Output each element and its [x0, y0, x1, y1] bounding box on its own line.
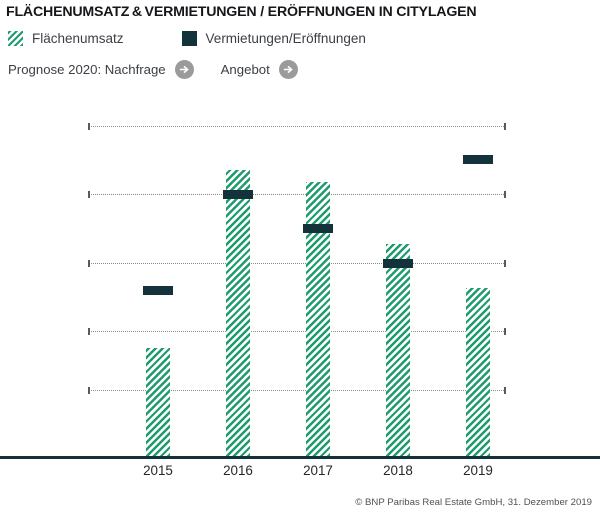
marker-2018 — [383, 259, 413, 268]
hatched-swatch-icon — [8, 31, 23, 46]
gridline-1000 — [88, 390, 506, 391]
forecast-row: Prognose 2020: Nachfrage Angebot — [8, 60, 298, 79]
solid-swatch-icon — [181, 31, 197, 46]
x-axis-label-2018: 2018 — [383, 463, 413, 478]
tick-right-2 — [504, 387, 506, 394]
tick-left-2000 — [88, 328, 90, 335]
tick-right-10 — [504, 123, 506, 130]
x-axis-baseline — [0, 456, 600, 459]
gridline-4000 — [88, 194, 506, 195]
bar-2018 — [386, 244, 410, 456]
tick-left-5000 — [88, 123, 90, 130]
tick-left-1000 — [88, 387, 90, 394]
marker-2015 — [143, 286, 173, 295]
tick-right-6 — [504, 260, 506, 267]
legend-label-flaechenumsatz: Flächenumsatz — [32, 31, 124, 46]
bar-2015 — [146, 348, 170, 456]
plot-area: 5.000 m² 10 4.000 m² 8 3.000 m² 6 2.000 … — [88, 118, 506, 463]
tick-right-4 — [504, 328, 506, 335]
gridline-3000 — [88, 263, 506, 264]
marker-2019 — [463, 155, 493, 164]
legend-label-vermietungen: Vermietungen/Eröffnungen — [205, 31, 366, 46]
legend-item-vermietungen: Vermietungen/Eröffnungen — [181, 31, 366, 46]
chart-legend: Flächenumsatz Vermietungen/Eröffnungen — [8, 31, 366, 46]
bar-2019 — [466, 288, 490, 456]
forecast-supply-label: Angebot — [220, 62, 270, 77]
gridline-2000 — [88, 331, 506, 332]
x-axis-label-2016: 2016 — [223, 463, 253, 478]
x-axis-label-2019: 2019 — [463, 463, 493, 478]
arrow-right-circle-icon-demand — [174, 60, 194, 79]
forecast-demand-label: Prognose 2020: Nachfrage — [8, 62, 166, 77]
page-title: FLÄCHENUMSATZ & VERMIETUNGEN / ERÖFFNUNG… — [6, 4, 477, 20]
copyright-footer: © BNP Paribas Real Estate GmbH, 31. Deze… — [355, 497, 592, 508]
gridline-5000 — [88, 126, 506, 127]
marker-2017 — [303, 224, 333, 233]
marker-2016 — [223, 190, 253, 199]
bar-2016 — [226, 170, 250, 456]
legend-item-flaechenumsatz: Flächenumsatz — [8, 31, 124, 46]
tick-left-4000 — [88, 191, 90, 198]
x-axis-label-2015: 2015 — [143, 463, 173, 478]
tick-left-3000 — [88, 260, 90, 267]
arrow-right-circle-icon-supply — [278, 60, 298, 79]
tick-right-8 — [504, 191, 506, 198]
x-axis-label-2017: 2017 — [303, 463, 333, 478]
